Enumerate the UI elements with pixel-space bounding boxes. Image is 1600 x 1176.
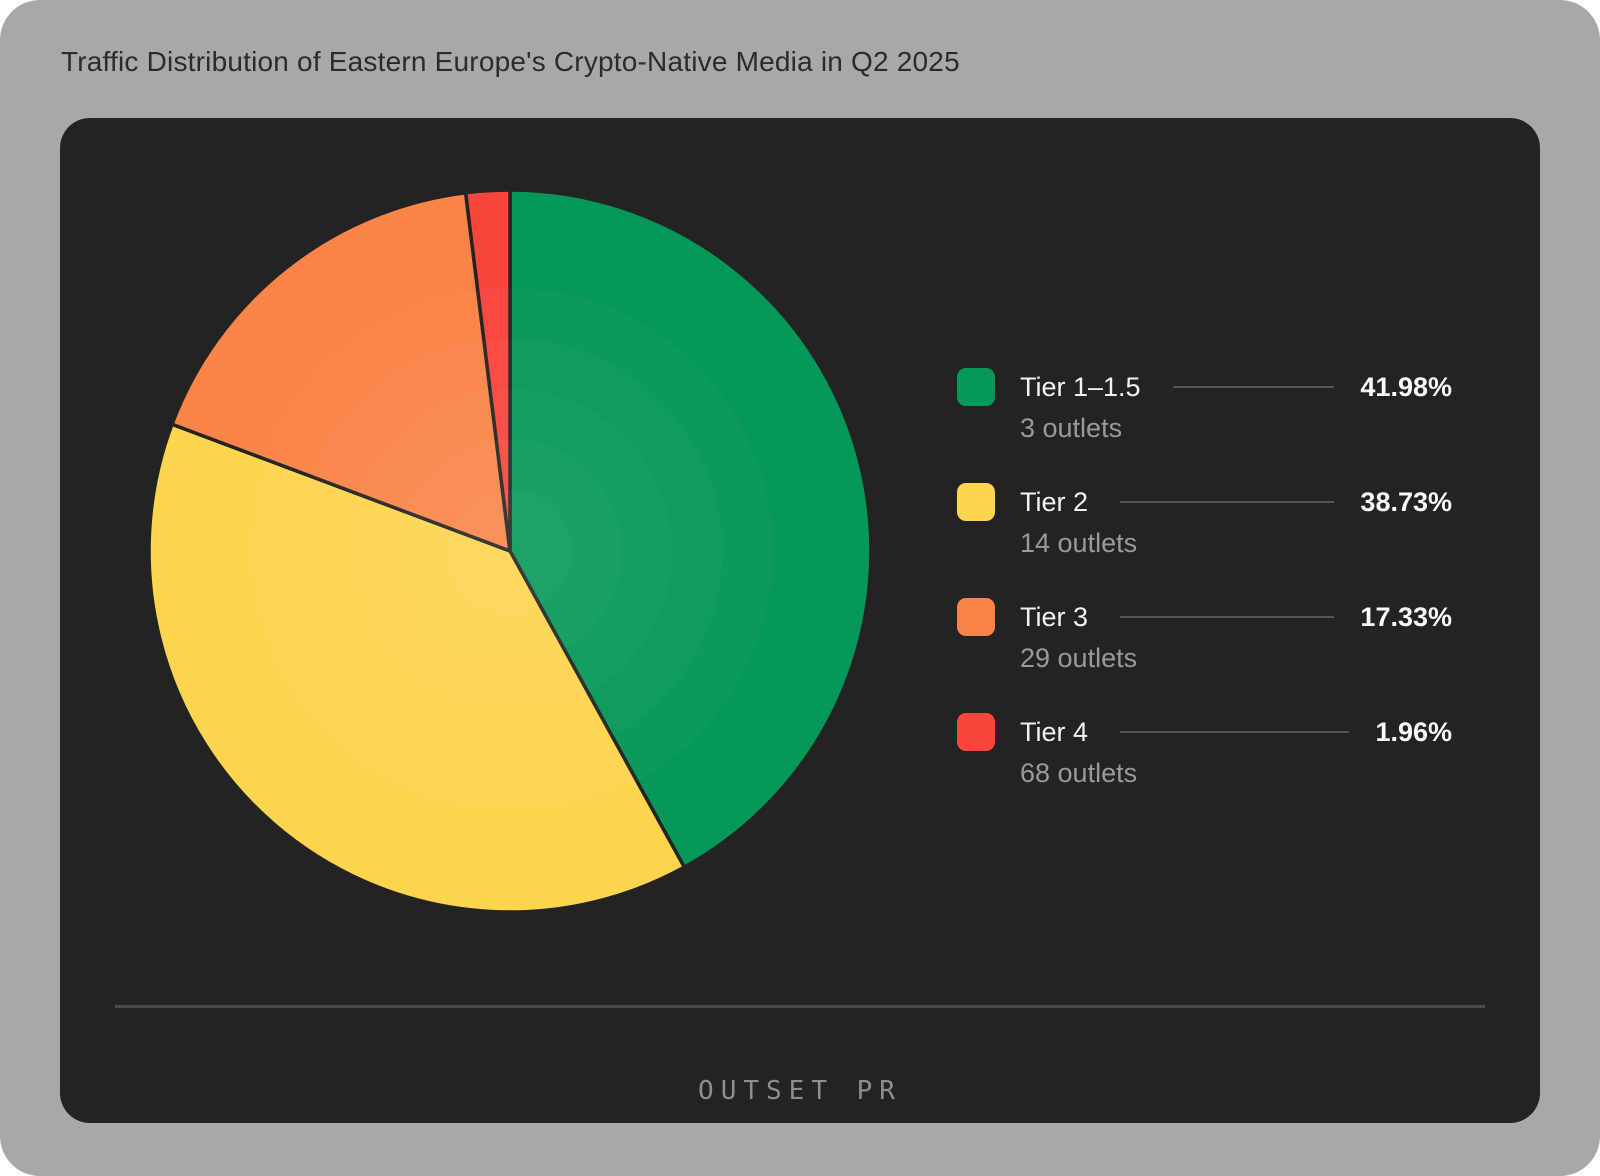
legend-row: Tier 4 1.96% 68 outlets bbox=[957, 713, 1452, 789]
brand-logo: OUTSET PR bbox=[698, 1076, 902, 1106]
legend-connector bbox=[1120, 731, 1350, 733]
legend-connector bbox=[1120, 616, 1335, 618]
legend-sublabel-tier-2: 14 outlets bbox=[1020, 528, 1138, 558]
legend-label-tier-3: Tier 3 bbox=[1020, 601, 1089, 632]
page-title: Traffic Distribution of Eastern Europe's… bbox=[61, 46, 960, 77]
legend-sublabel-tier-1: 3 outlets bbox=[1020, 413, 1123, 443]
chart-card: Tier 1–1.5 41.98% 3 outlets Tier 2 38.73… bbox=[60, 118, 1540, 1123]
legend-swatch-tier-4 bbox=[957, 713, 995, 751]
legend-percent-tier-4: 1.96% bbox=[1375, 716, 1452, 747]
legend: Tier 1–1.5 41.98% 3 outlets Tier 2 38.73… bbox=[957, 368, 1452, 828]
legend-percent-tier-2: 38.73% bbox=[1360, 486, 1452, 517]
legend-percent-tier-3: 17.33% bbox=[1360, 601, 1452, 632]
legend-percent-tier-1: 41.98% bbox=[1360, 371, 1452, 402]
legend-label-tier-4: Tier 4 bbox=[1020, 716, 1089, 747]
pie-chart bbox=[145, 186, 875, 916]
footer-divider bbox=[115, 1005, 1485, 1008]
legend-label-tier-2: Tier 2 bbox=[1020, 486, 1089, 517]
legend-swatch-tier-2 bbox=[957, 483, 995, 521]
legend-swatch-tier-1 bbox=[957, 368, 995, 406]
legend-row: Tier 2 38.73% 14 outlets bbox=[957, 483, 1452, 559]
legend-connector bbox=[1120, 501, 1335, 503]
legend-swatch-tier-3 bbox=[957, 598, 995, 636]
legend-sublabel-tier-3: 29 outlets bbox=[1020, 643, 1138, 673]
legend-sublabel-tier-4: 68 outlets bbox=[1020, 758, 1138, 788]
pie-chart-svg bbox=[147, 188, 873, 914]
legend-label-tier-1: Tier 1–1.5 bbox=[1020, 371, 1141, 402]
pie-rings-overlay bbox=[150, 191, 870, 911]
legend-connector bbox=[1172, 386, 1335, 388]
legend-row: Tier 3 17.33% 29 outlets bbox=[957, 598, 1452, 674]
legend-row: Tier 1–1.5 41.98% 3 outlets bbox=[957, 368, 1452, 444]
